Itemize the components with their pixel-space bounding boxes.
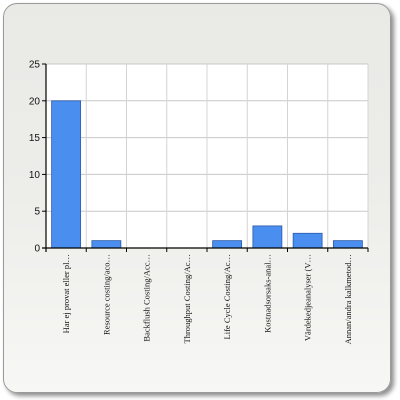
category-label: Annan/andra kalkmetod… [343,254,353,344]
category-label: Life Cycle Costing/Ac… [222,254,232,339]
category-label: Resource costing/aco… [101,254,111,335]
category-label: Värdekedjeanalyser (V… [303,254,313,341]
axes [42,63,369,252]
bar [332,240,363,249]
category-label: Throughput Costing/Ac… [182,254,192,343]
y-tick-label: 0 [34,244,40,255]
bar [51,100,82,249]
y-tick-label: 20 [29,96,41,107]
x-tick-labels: Har ej provat eller pl… Resource costing/… [61,254,353,344]
y-tick-labels: 0 5 10 15 20 25 [29,60,41,255]
bar [91,240,122,249]
y-tick-label: 25 [29,60,41,71]
category-label: Kostnadsorsaks-anal… [262,254,272,333]
y-tick-label: 5 [34,207,40,218]
bar [212,240,243,249]
bars [51,100,363,249]
y-tick-label: 15 [29,133,41,144]
category-label: Backflush Costing/Acc… [142,254,152,342]
bar [292,232,323,249]
y-tick-label: 10 [29,170,41,181]
category-label: Har ej provat eller pl… [61,254,71,333]
bar [252,225,283,249]
